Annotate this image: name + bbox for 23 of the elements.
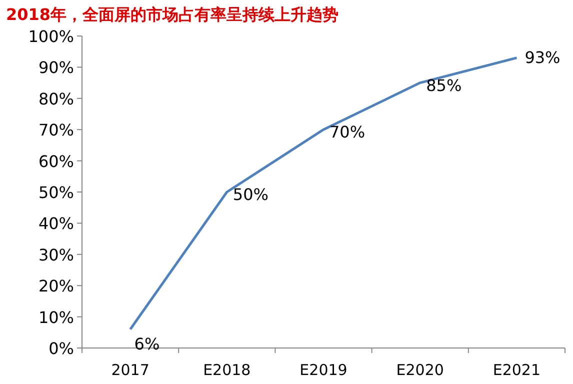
x-tick-label: E2021	[492, 361, 541, 379]
x-tick-label: E2020	[396, 361, 444, 379]
y-tick-label: 30%	[38, 245, 74, 264]
data-label: 85%	[426, 76, 462, 95]
x-tick-label: E2018	[203, 361, 251, 379]
y-tick-label: 80%	[38, 89, 74, 108]
x-tick-label: E2019	[300, 361, 348, 379]
x-tick-label: 2017	[111, 361, 150, 379]
y-tick-label: 0%	[48, 339, 74, 358]
data-label: 50%	[232, 185, 268, 204]
y-tick-label: 50%	[38, 183, 74, 202]
line-series	[129, 56, 518, 331]
data-label: 70%	[330, 122, 366, 142]
y-tick-label: 70%	[38, 120, 74, 140]
y-tick-label: 60%	[38, 152, 74, 171]
data-label: 93%	[524, 48, 560, 67]
y-tick-label: 10%	[38, 308, 74, 327]
y-tick-label: 90%	[38, 58, 74, 78]
y-tick-label: 20%	[38, 276, 74, 296]
y-tick-label: 40%	[38, 214, 74, 234]
y-tick-label: 100%	[28, 27, 74, 46]
chart-title: 2018年，全面屏的市场占有率呈持续上升趋势	[6, 5, 339, 24]
data-label: 6%	[134, 334, 160, 354]
